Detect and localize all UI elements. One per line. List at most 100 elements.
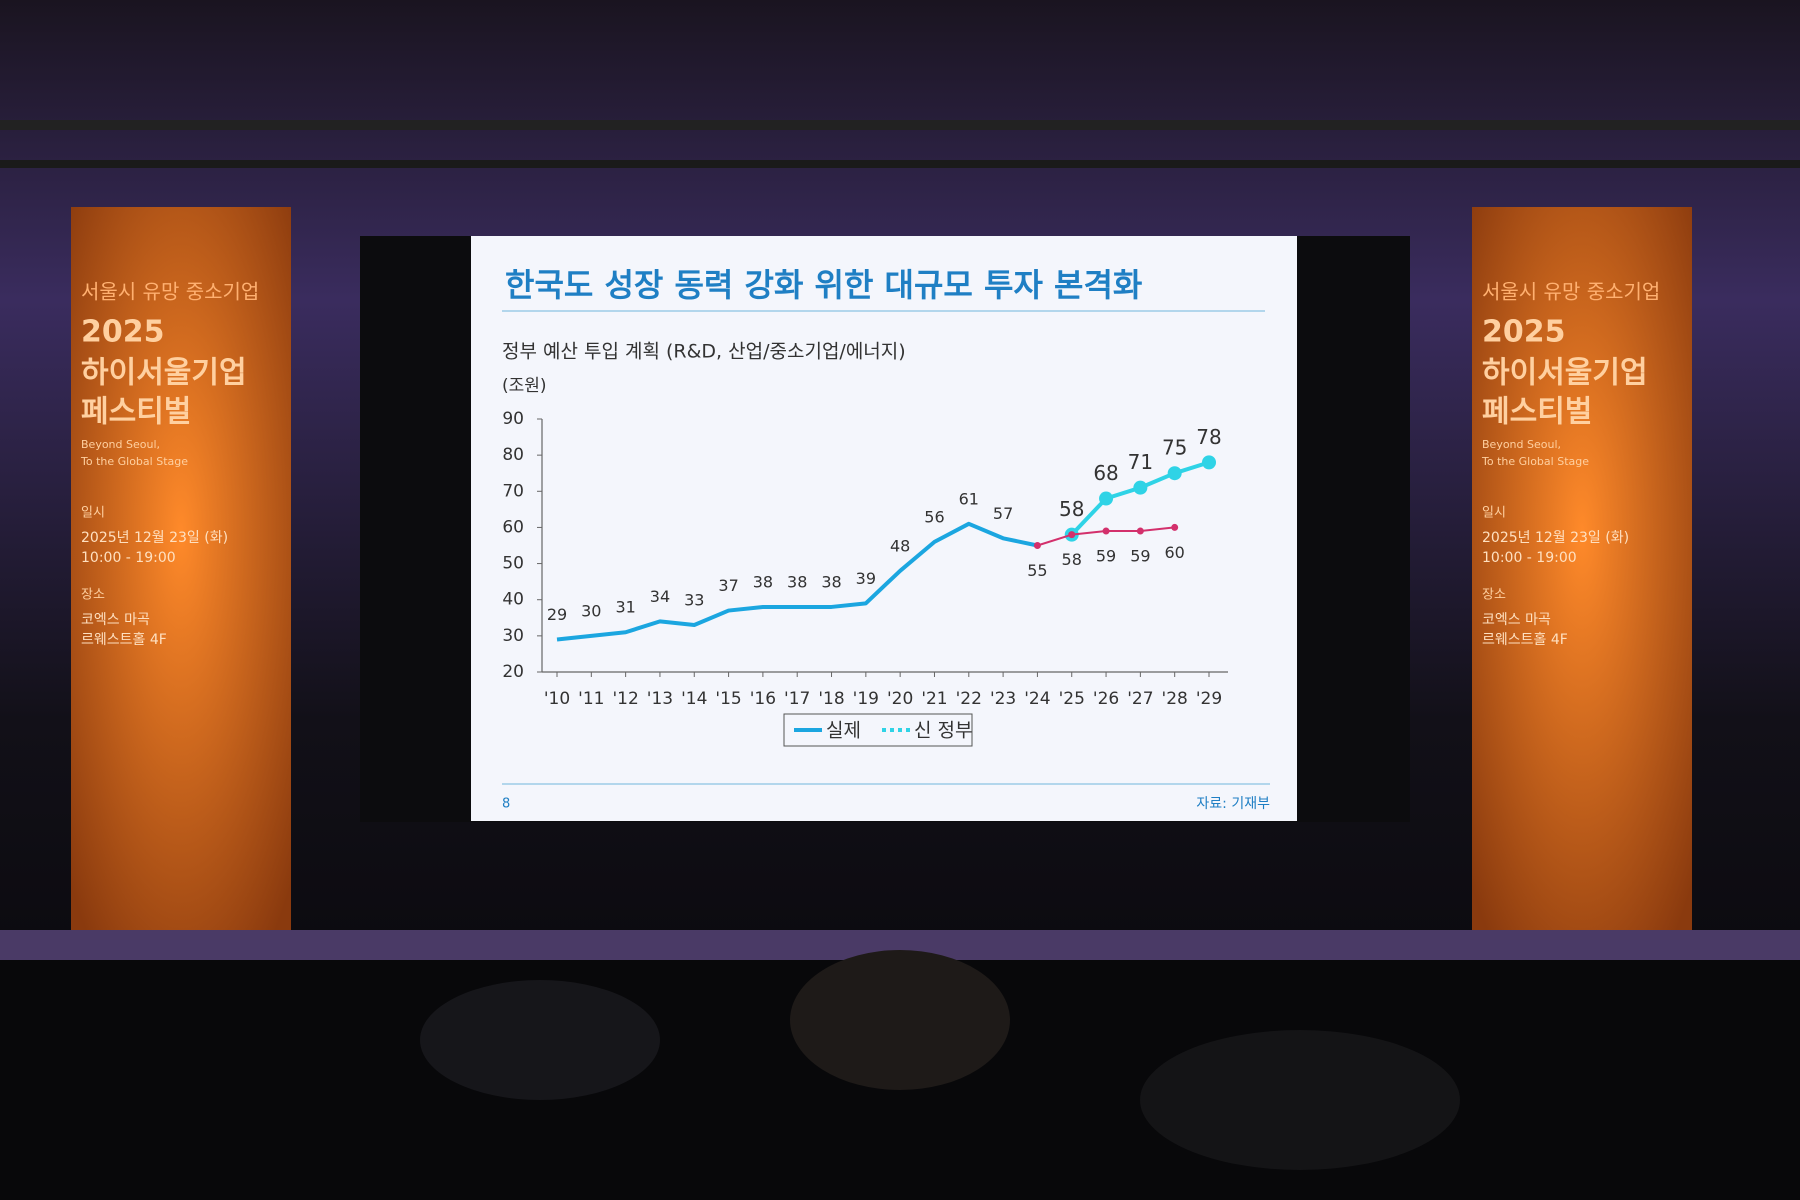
banner-text: 2025년 12월 23일 (화) bbox=[81, 530, 228, 546]
y-tick-label: 90 bbox=[502, 409, 524, 429]
data-label: 58 bbox=[1062, 550, 1082, 569]
series-line bbox=[556, 521, 1038, 642]
x-tick-label: '18 bbox=[818, 689, 844, 709]
banner-text: 2025년 12월 23일 (화) bbox=[1482, 530, 1629, 546]
x-tick-label: '24 bbox=[1024, 689, 1050, 709]
truss bbox=[0, 160, 1800, 168]
x-tick-label: '17 bbox=[784, 689, 810, 709]
point bbox=[1068, 531, 1076, 539]
legend-box bbox=[783, 713, 973, 747]
x-tick-label: '21 bbox=[921, 689, 947, 709]
data-label: 48 bbox=[890, 536, 910, 555]
banner-text: 2025 bbox=[1482, 315, 1566, 350]
y-tick-label: 30 bbox=[502, 626, 524, 646]
banner-text: 코엑스 마곡 bbox=[1482, 612, 1551, 628]
point bbox=[1136, 527, 1144, 535]
x-tick-label: '27 bbox=[1127, 689, 1153, 709]
chart-title: 한국도 성장 동력 강화 위한 대규모 투자 본격화 bbox=[505, 266, 1142, 304]
banner-text: To the Global Stage bbox=[80, 455, 188, 468]
data-label: 33 bbox=[684, 591, 704, 610]
banner-text: 하이서울기업 bbox=[81, 356, 247, 391]
plot: 20 30 40 50 60 70 80 90 '10 '11 '12 '13 '14 '15 '16 '17… bbox=[502, 409, 1228, 747]
banner bbox=[1472, 207, 1692, 930]
x-tick-label: '10 bbox=[544, 689, 570, 709]
legend-label: 신 정부 bbox=[914, 720, 972, 742]
source: 자료: 기재부 bbox=[1196, 796, 1270, 812]
banner-text: To the Global Stage bbox=[1481, 455, 1589, 468]
y-tick-label: 60 bbox=[502, 517, 524, 537]
data-label: 37 bbox=[718, 576, 738, 595]
page-number: 8 bbox=[502, 797, 510, 812]
legend-label: 실제 bbox=[826, 720, 861, 742]
x-tick-label: '25 bbox=[1059, 689, 1085, 709]
banner-text: 서울시 유망 중소기업 bbox=[1482, 280, 1660, 304]
banner-text: 2025 bbox=[81, 315, 165, 350]
data-label: 68 bbox=[1093, 461, 1118, 485]
point bbox=[1099, 491, 1114, 506]
point bbox=[1033, 542, 1041, 549]
y-tick-label: 40 bbox=[502, 590, 524, 610]
banner-text: Beyond Seoul, bbox=[81, 438, 160, 451]
x-tick-label: '12 bbox=[612, 689, 638, 709]
banner-text: 장소 bbox=[81, 588, 105, 603]
point bbox=[1171, 523, 1179, 531]
x-tick-label: '26 bbox=[1093, 689, 1119, 709]
banner-text: 10:00 - 19:00 bbox=[81, 550, 176, 566]
banner-text: 하이서울기업 bbox=[1482, 356, 1648, 391]
y-tick-label: 70 bbox=[502, 481, 524, 501]
point bbox=[1167, 466, 1182, 481]
x-tick-label: '13 bbox=[647, 689, 673, 709]
data-label: 78 bbox=[1196, 425, 1221, 449]
audience bbox=[790, 950, 1010, 1090]
data-label: 31 bbox=[615, 598, 635, 617]
point bbox=[1202, 455, 1216, 470]
data-label: 59 bbox=[1096, 547, 1116, 566]
y-tick-label: 20 bbox=[502, 662, 524, 682]
banner-text: 페스티벌 bbox=[81, 395, 191, 430]
banner bbox=[71, 207, 291, 930]
point bbox=[1133, 480, 1148, 495]
banner-text: 10:00 - 19:00 bbox=[1482, 550, 1577, 566]
data-label: 38 bbox=[753, 572, 773, 591]
banner-text: Beyond Seoul, bbox=[1482, 438, 1561, 451]
data-label: 30 bbox=[581, 601, 601, 620]
data-label: 39 bbox=[856, 569, 876, 588]
truss bbox=[0, 120, 1800, 130]
banner-text: 일시 bbox=[81, 506, 105, 521]
data-label: 58 bbox=[1059, 497, 1084, 521]
data-label: 55 bbox=[1027, 561, 1047, 580]
chart-subtitle: 정부 예산 투입 계획 (R&D, 산업/중소기업/에너지) bbox=[502, 341, 906, 363]
data-label: 75 bbox=[1162, 436, 1187, 460]
x-tick-label: '28 bbox=[1162, 689, 1188, 709]
data-label: 71 bbox=[1128, 450, 1153, 474]
y-tick-label: 50 bbox=[502, 554, 524, 574]
y-tick-label: 80 bbox=[502, 445, 524, 465]
banner-text: 장소 bbox=[1482, 588, 1506, 603]
banner-text: 서울시 유망 중소기업 bbox=[81, 280, 259, 304]
data-label: 56 bbox=[924, 507, 944, 526]
data-label: 61 bbox=[959, 489, 979, 508]
banner-text: 르웨스트홀 4F bbox=[81, 632, 167, 648]
data-label: 38 bbox=[821, 572, 841, 591]
banner-text: 페스티벌 bbox=[1482, 395, 1592, 430]
x-tick-label: '11 bbox=[578, 689, 604, 709]
banner-text: 르웨스트홀 4F bbox=[1482, 632, 1568, 648]
data-label: 34 bbox=[650, 587, 670, 606]
point bbox=[1102, 527, 1110, 535]
x-tick-label: '22 bbox=[956, 689, 982, 709]
banner-text: 코엑스 마곡 bbox=[81, 612, 150, 628]
x-tick-label: '20 bbox=[887, 689, 913, 709]
y-axis-label: (조원) bbox=[502, 376, 547, 396]
x-tick-label: '15 bbox=[715, 689, 741, 709]
x-tick-label: '19 bbox=[853, 689, 879, 709]
audience bbox=[1140, 1030, 1460, 1170]
data-label: 29 bbox=[547, 605, 567, 624]
banner-text: 일시 bbox=[1482, 506, 1506, 521]
x-tick-label: '23 bbox=[990, 689, 1016, 709]
data-label: 60 bbox=[1165, 543, 1185, 562]
x-tick-label: '29 bbox=[1196, 689, 1222, 709]
data-label: 57 bbox=[993, 504, 1013, 523]
x-tick-label: '14 bbox=[681, 689, 707, 709]
